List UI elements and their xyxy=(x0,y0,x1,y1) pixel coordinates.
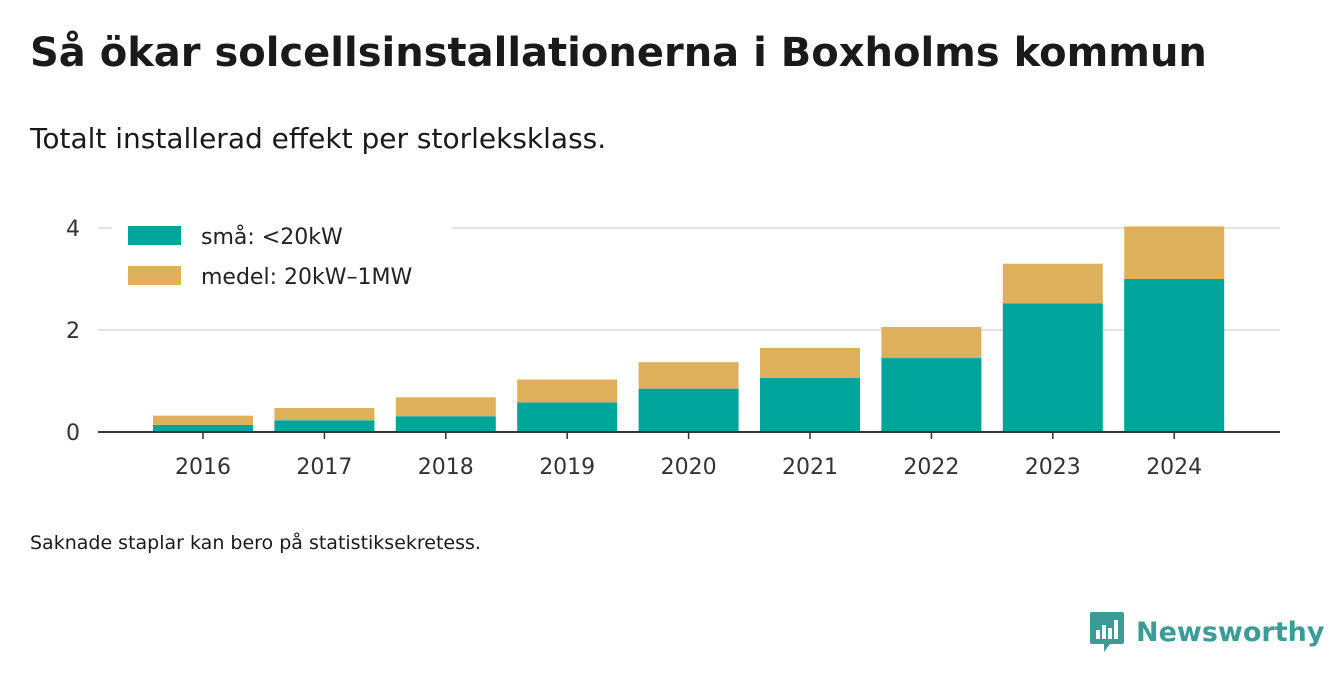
x-tick-label: 2016 xyxy=(175,455,231,480)
stacked-bar-chart: 0 2 4 2016 2017 2018 2019 2020 2021 2022 2023 2024… xyxy=(66,212,1280,480)
bar-segment xyxy=(760,377,860,432)
bar-segment xyxy=(274,420,375,432)
chart-subtitle: Totalt installerad effekt per storlekskl… xyxy=(30,122,607,155)
x-tick-label: 2024 xyxy=(1146,455,1202,480)
x-tick-label: 2021 xyxy=(782,455,838,480)
brand-name: Newsworthy xyxy=(1136,616,1325,648)
x-tick-label: 2019 xyxy=(539,455,595,480)
x-tick-label: 2023 xyxy=(1025,455,1081,480)
x-tick-label: 2018 xyxy=(418,455,474,480)
bar-segment xyxy=(638,388,739,432)
legend: små: <20kW medel: 20kW–1MW xyxy=(112,212,452,304)
bar-segment xyxy=(881,358,982,432)
bar-segment xyxy=(274,408,375,421)
legend-label: medel: 20kW–1MW xyxy=(201,265,412,290)
y-tick-label: 4 xyxy=(66,217,80,242)
bar-segment xyxy=(1124,226,1225,279)
newsworthy-brand[interactable]: Newsworthy xyxy=(1088,610,1324,654)
bar-segment xyxy=(395,397,496,417)
bar-segment xyxy=(517,379,618,403)
y-tick-label: 0 xyxy=(66,421,80,446)
x-tick-label: 2020 xyxy=(661,455,717,480)
bars xyxy=(153,226,1225,432)
bar-segment xyxy=(153,415,253,425)
newsworthy-logo-icon xyxy=(1090,612,1124,652)
bar-segment xyxy=(1124,279,1225,432)
bar-segment xyxy=(1002,263,1103,304)
bar-segment xyxy=(638,362,739,389)
chart-title: Så ökar solcellsinstallationerna i Boxho… xyxy=(30,30,1207,76)
x-axis-ticks: 2016 2017 2018 2019 2020 2021 2022 2023 2024 xyxy=(175,432,1202,480)
footnote: Saknade staplar kan bero på statistiksek… xyxy=(30,532,481,554)
legend-label: små: <20kW xyxy=(201,224,343,250)
legend-swatch xyxy=(128,226,181,245)
y-axis-labels: 0 2 4 xyxy=(66,217,80,446)
bar-segment xyxy=(760,347,860,378)
bar-segment xyxy=(881,326,982,359)
bar-segment xyxy=(153,424,253,432)
legend-swatch xyxy=(128,266,181,285)
x-tick-label: 2022 xyxy=(903,455,959,480)
y-tick-label: 2 xyxy=(66,319,80,344)
bar-segment xyxy=(395,416,496,432)
x-tick-label: 2017 xyxy=(296,455,352,480)
bar-segment xyxy=(517,402,618,432)
bar-segment xyxy=(1002,303,1103,432)
